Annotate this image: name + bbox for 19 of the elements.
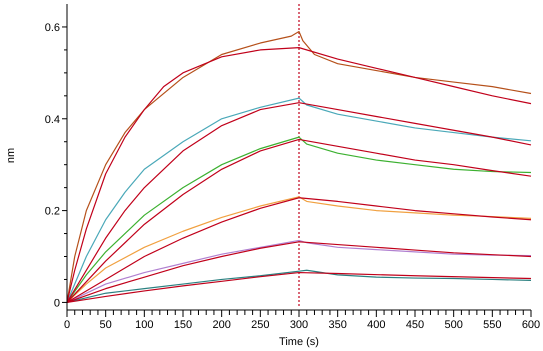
x-tick-label: 150 [174,319,192,331]
x-tick-label: 400 [367,319,386,331]
y-tick-label: 0.2 [44,206,60,218]
x-tick-label: 550 [483,319,502,331]
x-tick-label: 300 [290,319,308,331]
y-axis-title: nm [5,148,17,164]
x-tick-label: 200 [212,319,231,331]
x-tick-label: 350 [328,319,347,331]
x-tick-label: 0 [64,319,70,331]
x-axis-title: Time (s) [279,336,319,348]
y-tick-label: 0 [54,297,60,310]
x-tick-label: 500 [444,319,463,331]
y-tick-label: 0.4 [44,114,60,126]
x-tick-label: 250 [251,319,270,331]
x-tick-label: 100 [135,319,154,331]
x-tick-label: 50 [100,319,112,331]
x-tick-label: 600 [522,319,540,331]
x-tick-label: 450 [406,319,424,331]
y-tick-label: 0.6 [44,22,60,34]
